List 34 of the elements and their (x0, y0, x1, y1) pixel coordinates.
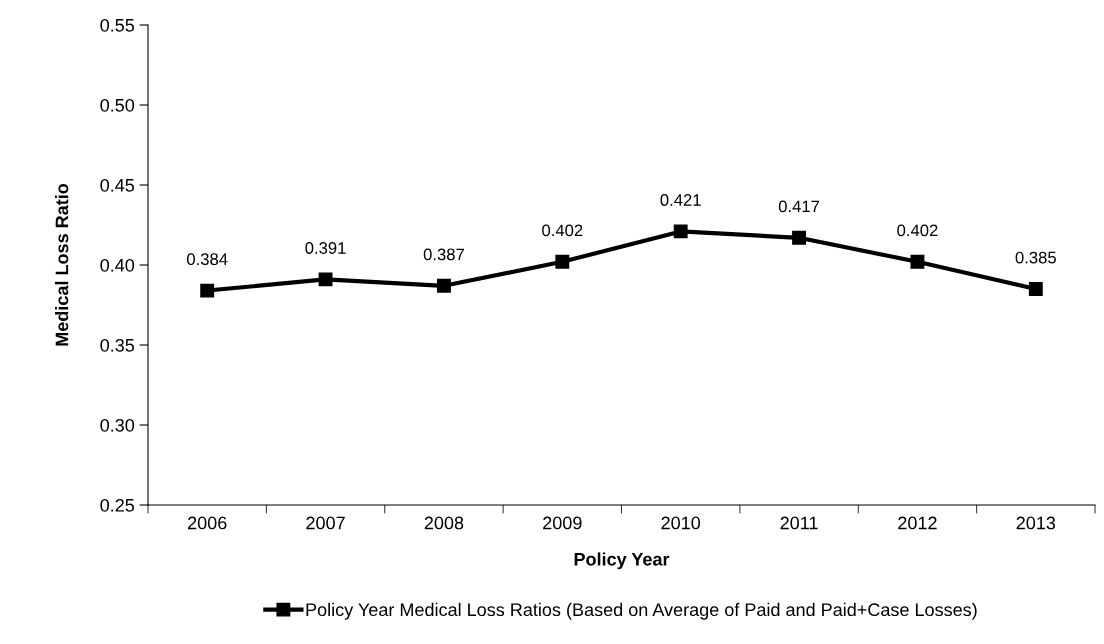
x-axis-title: Policy Year (574, 552, 670, 570)
y-tick-label: 0.45 (100, 178, 135, 192)
x-tick-label: 2010 (661, 516, 701, 530)
data-label: 0.385 (1015, 251, 1056, 264)
x-tick-label: 2011 (780, 516, 818, 530)
x-tick-label: 2013 (1016, 516, 1056, 530)
x-tick-label: 2008 (424, 516, 464, 530)
data-label: 0.387 (423, 248, 464, 261)
data-label: 0.391 (305, 242, 346, 254)
y-tick-label: 0.25 (100, 498, 135, 512)
data-label: 0.421 (660, 194, 701, 206)
point (318, 272, 333, 287)
point (436, 278, 451, 293)
point (673, 224, 688, 239)
data-label: 0.402 (542, 224, 583, 237)
y-tick-label: 0.35 (100, 338, 135, 352)
point (1028, 282, 1043, 296)
y-axis-title: Medical Loss Ratio (55, 183, 69, 346)
data-label: 0.417 (778, 200, 820, 213)
legend-label: Policy Year Medical Loss Ratios (Based on Average of Paid and Paid+Case Losses) (306, 602, 977, 620)
data-label: 0.384 (186, 253, 228, 266)
y-tick-label: 0.30 (100, 418, 135, 432)
point (792, 230, 807, 245)
x-tick-label: 2012 (898, 516, 937, 530)
y-tick-label: 0.50 (100, 98, 135, 112)
y-tick-label: 0.55 (100, 18, 135, 32)
x-tick-label: 2009 (543, 516, 582, 530)
point (200, 283, 215, 298)
y-tick-label: 0.40 (100, 258, 135, 272)
point (910, 254, 925, 269)
x-tick-label: 2006 (188, 516, 227, 530)
x-tick-label: 2007 (306, 516, 345, 530)
data-label: 0.402 (897, 224, 938, 237)
point (555, 254, 570, 269)
